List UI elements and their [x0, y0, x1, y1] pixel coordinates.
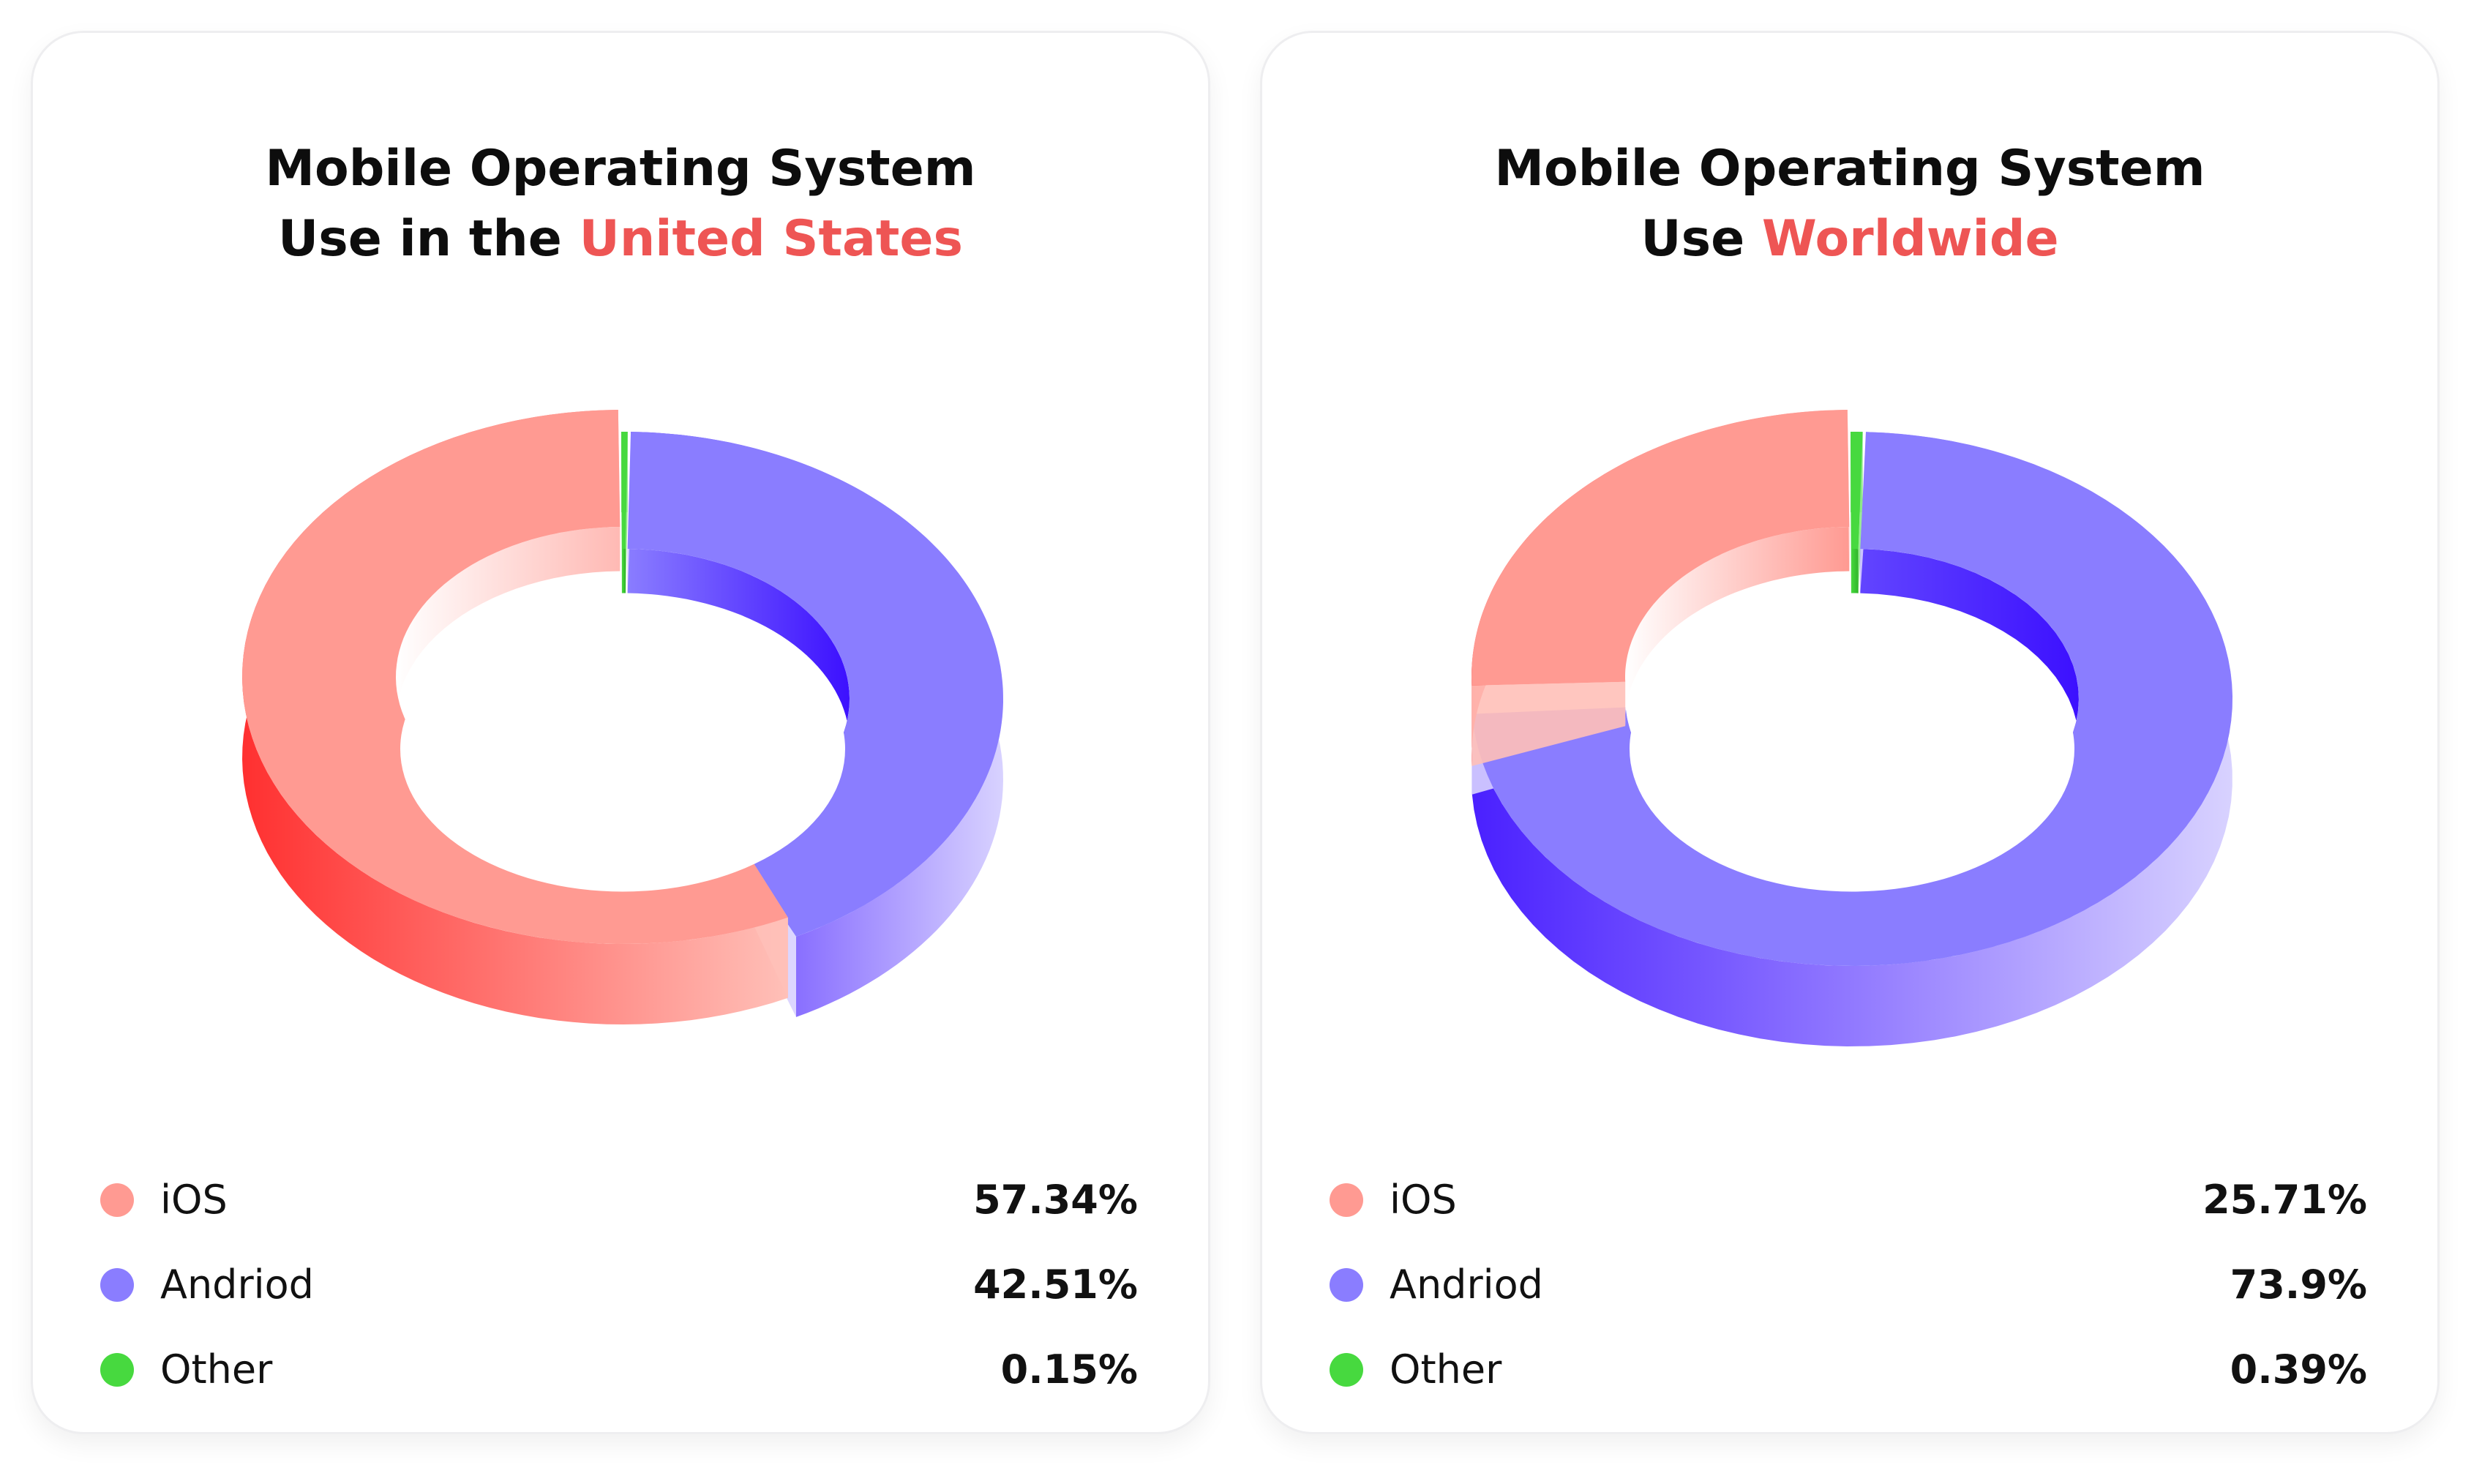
- ios-color-dot: [1330, 1183, 1363, 1217]
- title-highlight: Worldwide: [1761, 210, 2059, 268]
- donut-chart: [1471, 410, 2232, 1046]
- legend-value: 73.9%: [2230, 1262, 2367, 1308]
- legend-item-android: Andriod 42.51%: [100, 1252, 1138, 1337]
- legend-value: 0.15%: [1000, 1346, 1138, 1393]
- title-line-2: Use Worldwide: [1262, 204, 2437, 274]
- legend-item-android: Andriod 73.9%: [1330, 1252, 2367, 1337]
- legend: iOS 25.71% Andriod 73.9% Other 0.39%: [1330, 1167, 2367, 1422]
- other-slice: [1851, 432, 1863, 593]
- legend-label: Andriod: [160, 1262, 314, 1308]
- title-line-1: Mobile Operating System: [265, 140, 976, 198]
- legend: iOS 57.34% Andriod 42.51% Other 0.15%: [100, 1167, 1138, 1422]
- legend-label: Other: [1390, 1346, 1502, 1393]
- chart-title: Mobile Operating System Use in the Unite…: [33, 134, 1208, 274]
- legend-item-ios: iOS 25.71%: [1330, 1167, 2367, 1252]
- legend-value: 57.34%: [973, 1177, 1138, 1223]
- ios-slice: [1471, 410, 1850, 766]
- other-color-dot: [100, 1353, 134, 1387]
- title-highlight: United States: [579, 210, 963, 268]
- android-color-dot: [1330, 1268, 1363, 1302]
- donut-hole: [400, 606, 845, 892]
- legend-label: iOS: [1390, 1177, 1457, 1223]
- chart-card-united-states: Mobile Operating System Use in the Unite…: [31, 31, 1210, 1434]
- other-slice: [621, 432, 628, 593]
- legend-label: Other: [160, 1346, 273, 1393]
- chart-card-worldwide: Mobile Operating System Use Worldwide iO…: [1260, 31, 2440, 1434]
- legend-value: 25.71%: [2202, 1177, 2367, 1223]
- other-color-dot: [1330, 1353, 1363, 1387]
- title-prefix: Use in the: [278, 210, 562, 268]
- legend-value: 42.51%: [973, 1262, 1138, 1308]
- title-prefix: Use: [1641, 210, 1745, 268]
- android-color-dot: [100, 1268, 134, 1302]
- legend-item-other: Other 0.39%: [1330, 1337, 2367, 1422]
- legend-value: 0.39%: [2230, 1346, 2367, 1393]
- donut-chart: [242, 410, 1003, 1024]
- title-line-1: Mobile Operating System: [1494, 140, 2205, 198]
- ios-color-dot: [100, 1183, 134, 1217]
- chart-title: Mobile Operating System Use Worldwide: [1262, 134, 2437, 274]
- title-line-2: Use in the United States: [33, 204, 1208, 274]
- legend-item-ios: iOS 57.34%: [100, 1167, 1138, 1252]
- legend-label: iOS: [160, 1177, 228, 1223]
- legend-item-other: Other 0.15%: [100, 1337, 1138, 1422]
- legend-label: Andriod: [1390, 1262, 1543, 1308]
- donut-hole: [1630, 606, 2074, 892]
